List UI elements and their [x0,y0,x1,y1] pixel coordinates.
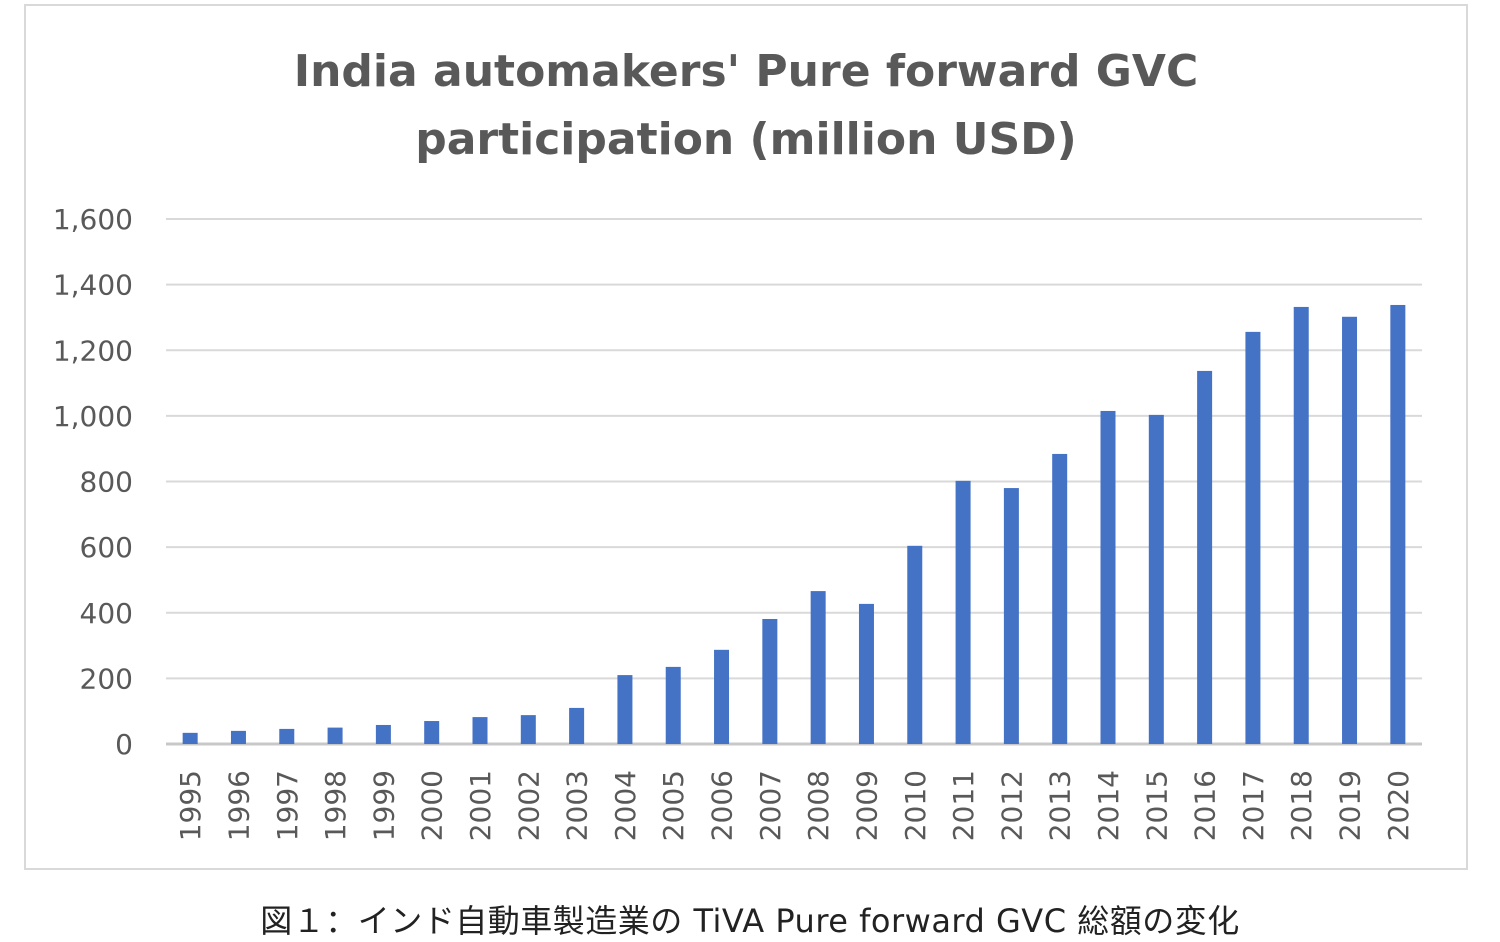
chart-title-line: participation (million USD) [415,114,1077,165]
x-tick-label: 1997 [271,770,304,841]
x-tick-label: 2007 [754,770,787,841]
x-tick-label: 2020 [1382,770,1415,841]
x-tick-label: 2019 [1334,770,1367,841]
bar-1997 [279,728,295,744]
bar-2011 [955,480,971,744]
bar-2004 [617,675,633,744]
y-tick-label: 1,600 [53,203,133,236]
x-tick-label: 2015 [1140,770,1173,841]
x-tick-label: 2009 [850,770,883,841]
x-tick-label: 2014 [1092,770,1125,841]
bar-1998 [327,727,343,744]
y-tick-label: 400 [80,597,133,630]
x-tick-label: 2002 [512,770,545,841]
x-tick-label: 2018 [1285,770,1318,841]
y-tick-label: 200 [80,662,133,695]
bar-1996 [230,730,246,744]
bar-2000 [424,721,440,744]
bar-2008 [810,591,826,744]
bar-2012 [1003,488,1019,744]
x-tick-label: 2012 [995,770,1028,841]
bar-2006 [714,649,730,744]
x-tick-label: 1998 [319,770,352,841]
x-tick-label: 2016 [1189,770,1222,841]
x-tick-label: 2013 [1044,770,1077,841]
x-tick-label: 2000 [416,770,449,841]
bar-2002 [520,715,536,744]
bar-1999 [375,724,391,744]
bar-2009 [858,603,874,744]
bar-1995 [182,732,198,744]
bar-2003 [569,707,585,744]
x-tick-label: 2008 [802,770,835,841]
bar-2016 [1197,370,1213,744]
bar-2019 [1342,316,1358,744]
x-tick-label: 2003 [561,770,594,841]
chart-title-line: India automakers' Pure forward GVC [294,46,1199,97]
chart-frame [24,4,1468,870]
y-tick-label: 600 [80,531,133,564]
bar-2018 [1293,306,1309,744]
x-tick-label: 2004 [609,770,642,841]
y-tick-label: 1,400 [53,269,133,302]
bar-2020 [1390,304,1406,744]
x-tick-label: 2006 [706,770,739,841]
bar-2005 [665,666,681,744]
y-tick-label: 800 [80,466,133,499]
x-tick-label: 2010 [899,770,932,841]
bar-2010 [907,545,923,744]
x-tick-label: 1999 [367,770,400,841]
x-tick-label: 1996 [222,770,255,841]
y-tick-label: 1,200 [53,334,133,367]
x-tick-label: 2017 [1237,770,1270,841]
bar-2013 [1052,453,1068,744]
bar-chart: India automakers' Pure forward GVC partic… [53,46,1422,841]
x-tick-label: 2005 [657,770,690,841]
bar-2017 [1245,331,1261,744]
bar-2015 [1148,414,1164,744]
x-tick-label: 2011 [947,770,980,841]
bar-2001 [472,717,488,744]
bar-2007 [762,618,778,744]
bar-2014 [1100,410,1116,744]
x-tick-label: 2001 [464,770,497,841]
y-tick-label: 0 [115,728,133,761]
y-tick-label: 1,000 [53,400,133,433]
x-tick-label: 1995 [174,770,207,841]
figure-caption: 図１：インド自動車製造業の TiVA Pure forward GVC 総額の変… [260,902,1240,940]
